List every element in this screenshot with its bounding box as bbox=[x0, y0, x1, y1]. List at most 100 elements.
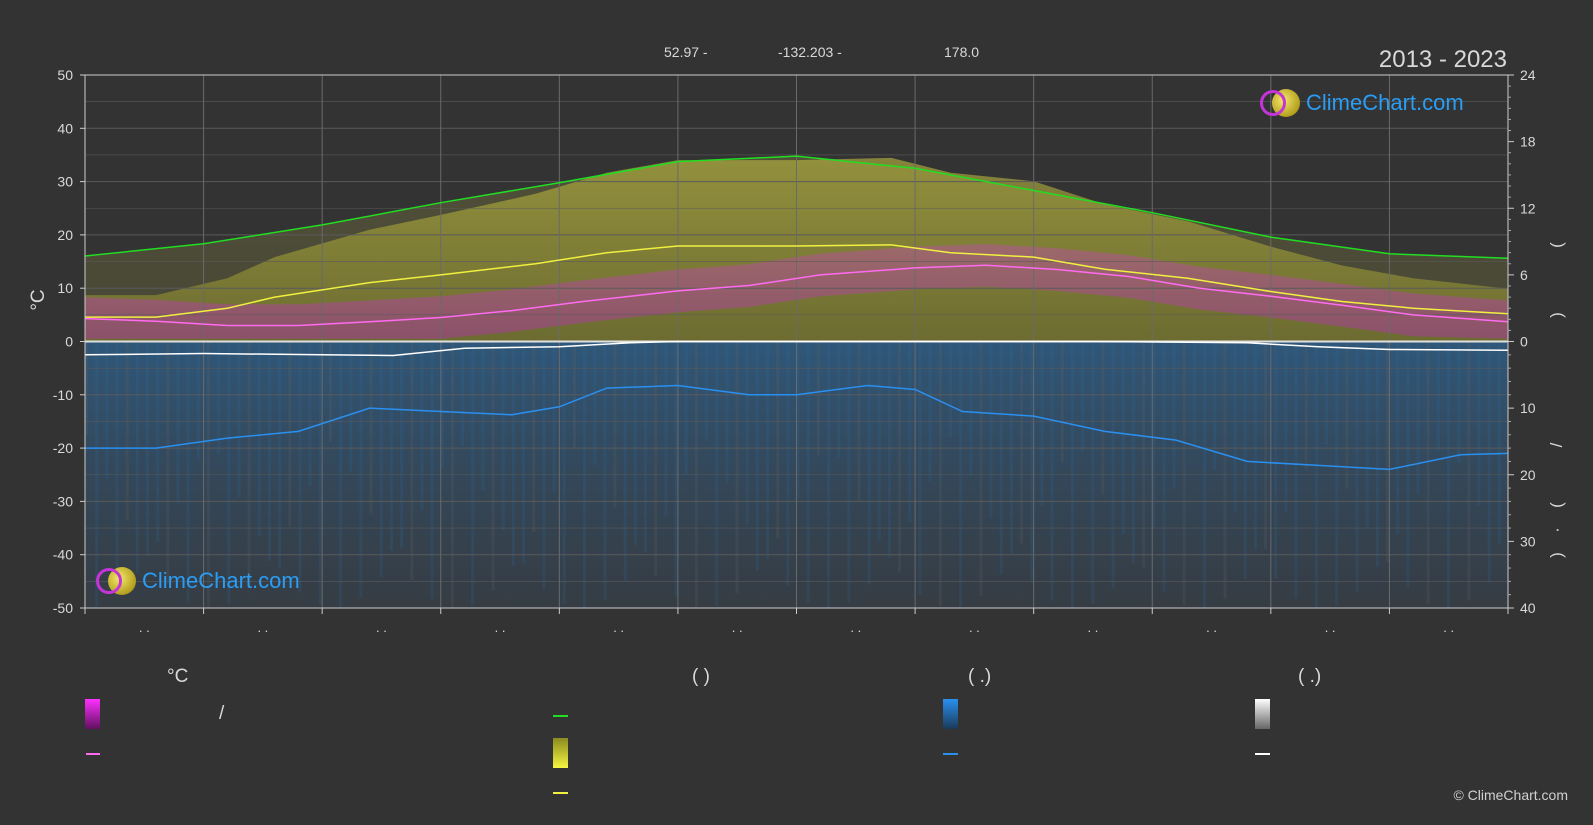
precip-streak bbox=[562, 341, 566, 605]
legend-swatches bbox=[85, 699, 1270, 794]
legend-heading-snow: ( .) bbox=[1298, 666, 1322, 687]
precip-streak bbox=[674, 341, 678, 597]
precip-streak bbox=[969, 341, 973, 477]
y-axis-label-right-glyph: ( bbox=[1547, 242, 1566, 248]
legend-temp-band-label: / bbox=[219, 703, 225, 724]
x-tick-label: . . bbox=[139, 620, 150, 635]
x-tick-label: . . bbox=[1206, 620, 1217, 635]
snow-line bbox=[84, 340, 1509, 357]
precip-streak bbox=[1091, 341, 1095, 604]
y-tick-label-left: -50 bbox=[53, 600, 73, 616]
logo-text: ClimeChart.com bbox=[142, 568, 300, 593]
precip-streak bbox=[532, 341, 536, 533]
precip-streak bbox=[501, 341, 505, 531]
precip-streak bbox=[186, 341, 190, 602]
precip-streak bbox=[877, 341, 881, 540]
precip-streak bbox=[491, 341, 495, 591]
precip-streak bbox=[806, 341, 810, 603]
precip-streak bbox=[1131, 341, 1135, 563]
y-axis-label-right-glyph: ) bbox=[1547, 312, 1566, 318]
x-tick-label: . . bbox=[732, 620, 743, 635]
precip-streak bbox=[1213, 341, 1217, 470]
y-tick-label-left: -20 bbox=[53, 440, 73, 456]
precip-streak bbox=[1182, 341, 1186, 606]
precip-streak bbox=[369, 341, 373, 515]
precip-streak bbox=[776, 341, 780, 539]
precip-streak bbox=[542, 341, 546, 590]
precip-streak bbox=[389, 341, 393, 551]
legend-swatch-snow bbox=[1255, 699, 1270, 729]
precip-streak bbox=[979, 341, 983, 596]
precip-streak bbox=[654, 341, 658, 576]
precip-streak bbox=[1050, 341, 1054, 601]
logo-ring-icon bbox=[96, 568, 122, 594]
daylight-line bbox=[84, 155, 1509, 259]
precip-streak bbox=[847, 341, 851, 602]
precip-streak bbox=[1426, 341, 1430, 604]
precip-streak bbox=[755, 341, 759, 571]
precip-streak bbox=[938, 341, 942, 607]
y-tick-label-right: 6 bbox=[1520, 267, 1528, 283]
y-tick-label-left: -10 bbox=[53, 387, 73, 403]
x-tick-label: . . bbox=[376, 620, 387, 635]
precip-streak bbox=[349, 341, 353, 473]
x-tick-label: . . bbox=[1325, 620, 1336, 635]
logo-bottom[interactable]: ClimeChart.com bbox=[96, 567, 300, 595]
precip-streak bbox=[1467, 341, 1471, 601]
precip-streak bbox=[796, 341, 800, 500]
logo-top[interactable]: ClimeChart.com bbox=[1260, 89, 1464, 117]
latitude-label: 52.97 - bbox=[664, 44, 708, 60]
precip-streak bbox=[898, 341, 902, 572]
y-tick-label-left: -30 bbox=[53, 493, 73, 509]
logo-text: ClimeChart.com bbox=[1306, 90, 1464, 115]
precip-streak bbox=[1457, 341, 1461, 463]
legend-swatch-rain bbox=[943, 699, 958, 729]
precip-streak bbox=[196, 341, 200, 461]
legend-swatch-sunshine bbox=[553, 738, 568, 768]
y-tick-label-left: 50 bbox=[57, 67, 73, 83]
precip-streak bbox=[268, 341, 271, 561]
rain-line bbox=[85, 384, 1509, 471]
precip-streak bbox=[379, 341, 383, 578]
y-tick-label-left: 30 bbox=[57, 174, 73, 190]
precip-streak bbox=[176, 341, 180, 504]
precip-streak bbox=[1365, 341, 1369, 529]
precip-streak bbox=[1162, 341, 1166, 592]
precip-streak bbox=[298, 341, 302, 593]
precip-streak bbox=[908, 341, 912, 523]
legend-swatch-temp-band bbox=[85, 699, 100, 729]
precip-streak bbox=[1030, 341, 1034, 583]
precip-streak bbox=[359, 341, 363, 598]
precip-streak bbox=[705, 341, 708, 440]
precip-streak bbox=[633, 341, 637, 546]
precip-streak bbox=[1121, 341, 1125, 535]
sunshine-line bbox=[85, 244, 1509, 318]
precip-streak bbox=[1294, 341, 1298, 599]
precip-streak bbox=[1274, 341, 1278, 579]
precip-streak bbox=[1243, 341, 1247, 579]
precip-streak bbox=[85, 341, 88, 435]
precip-streak bbox=[715, 341, 719, 606]
x-tick-label: . . bbox=[495, 620, 506, 635]
y-tick-label-right: 10 bbox=[1520, 400, 1536, 416]
precip-streak bbox=[1081, 341, 1085, 452]
precip-streak bbox=[410, 341, 414, 580]
precip-streak bbox=[328, 341, 332, 442]
precip-streak bbox=[766, 341, 769, 560]
x-tick-label: . . bbox=[969, 620, 980, 635]
y-tick-label-right: 20 bbox=[1520, 467, 1536, 483]
precip-streak bbox=[440, 341, 444, 468]
precip-streak bbox=[1192, 341, 1196, 445]
precip-streak bbox=[156, 341, 160, 542]
precip-streak bbox=[664, 341, 668, 517]
precip-streak bbox=[1233, 341, 1237, 513]
precip-streak bbox=[1497, 341, 1501, 544]
precip-streak bbox=[623, 341, 627, 582]
copyright[interactable]: © ClimeChart.com bbox=[1453, 787, 1568, 803]
precip-streak bbox=[684, 341, 688, 475]
longitude-label: -132.203 - bbox=[778, 44, 842, 60]
precip-streak bbox=[400, 341, 404, 548]
y-tick-label-left: 0 bbox=[65, 334, 73, 350]
precip-streak bbox=[420, 341, 424, 510]
